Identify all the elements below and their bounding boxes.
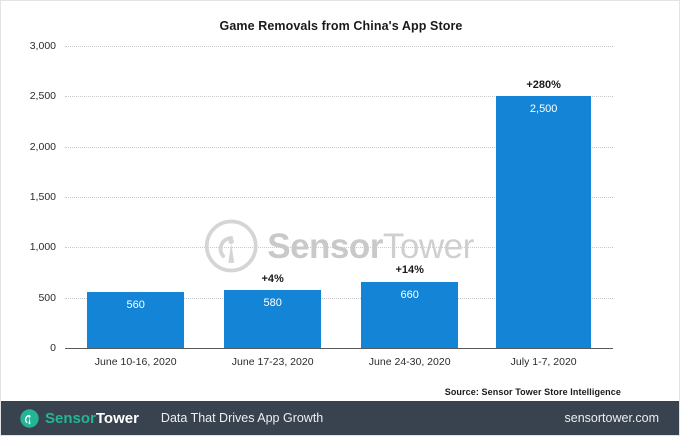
y-tick-label-0: 0 bbox=[50, 342, 56, 354]
x-tick-label-2: June 24-30, 2020 bbox=[368, 356, 451, 368]
gridline-2000 bbox=[65, 146, 613, 148]
y-tick-label-500: 500 bbox=[38, 291, 56, 304]
bar-3[interactable]: 2,500 bbox=[496, 96, 592, 348]
bar-group-0: 560 June 10-16, 2020 bbox=[86, 46, 185, 368]
source-note: Source: Sensor Tower Store Intelligence bbox=[444, 387, 621, 397]
y-tick-label-1000: 1,000 bbox=[29, 241, 56, 254]
gridline-3000 bbox=[65, 46, 613, 47]
bar-delta-1: +4% bbox=[261, 272, 284, 285]
bar-1[interactable]: 580 bbox=[223, 289, 322, 348]
footer-logo-light: Tower bbox=[95, 409, 139, 427]
footer-url[interactable]: sensortower.com bbox=[564, 411, 659, 425]
x-tick-label-1: June 17-23, 2020 bbox=[231, 356, 314, 368]
x-axis-baseline bbox=[65, 348, 613, 349]
gridline-2500 bbox=[65, 96, 613, 98]
bar-delta-2: +14% bbox=[395, 264, 424, 277]
y-tick-label-1500: 1,500 bbox=[29, 191, 56, 203]
y-tick-label-2000: 2,000 bbox=[29, 140, 56, 153]
footer-tagline: Data That Drives App Growth bbox=[160, 411, 324, 425]
bars-layer: 560 June 10-16, 2020 +4% 580 June 17-23,… bbox=[65, 46, 613, 368]
gridline-500 bbox=[65, 297, 613, 299]
gridline-1000 bbox=[65, 247, 613, 249]
bar-delta-3: +280% bbox=[526, 79, 561, 92]
bar-value-3: 2,500 bbox=[529, 103, 558, 116]
footer-logo[interactable]: SensorTower bbox=[20, 408, 139, 428]
bar-2[interactable]: 660 bbox=[360, 281, 459, 348]
x-tick-label-0: June 10-16, 2020 bbox=[94, 356, 177, 368]
footer-logo-bold: Sensor bbox=[45, 409, 96, 427]
bar-value-1: 580 bbox=[263, 296, 282, 309]
page-title: Game Removals from China's App Store bbox=[219, 19, 463, 33]
bar-value-0: 560 bbox=[126, 298, 145, 311]
bar-group-3: +280% 2,500 July 1-7, 2020 bbox=[496, 46, 592, 368]
footer-bar: SensorTower Data That Drives App Growth … bbox=[1, 401, 679, 435]
plot-area: 3,000 2,500 2,000 1,500 1,000 500 0 Se bbox=[30, 40, 613, 368]
bar-group-1: +4% 580 June 17-23, 2020 bbox=[223, 46, 322, 368]
bar-value-2: 660 bbox=[400, 288, 419, 301]
bar-group-2: +14% 660 June 24-30, 2020 bbox=[360, 46, 459, 368]
bar-0[interactable]: 560 bbox=[86, 291, 185, 348]
y-tick-label-2500: 2,500 bbox=[29, 90, 56, 103]
y-tick-label-3000: 3,000 bbox=[29, 40, 56, 52]
gridline-1500 bbox=[65, 197, 613, 198]
sensor-tower-logo-icon bbox=[20, 408, 39, 428]
x-tick-label-3: July 1-7, 2020 bbox=[510, 356, 577, 368]
